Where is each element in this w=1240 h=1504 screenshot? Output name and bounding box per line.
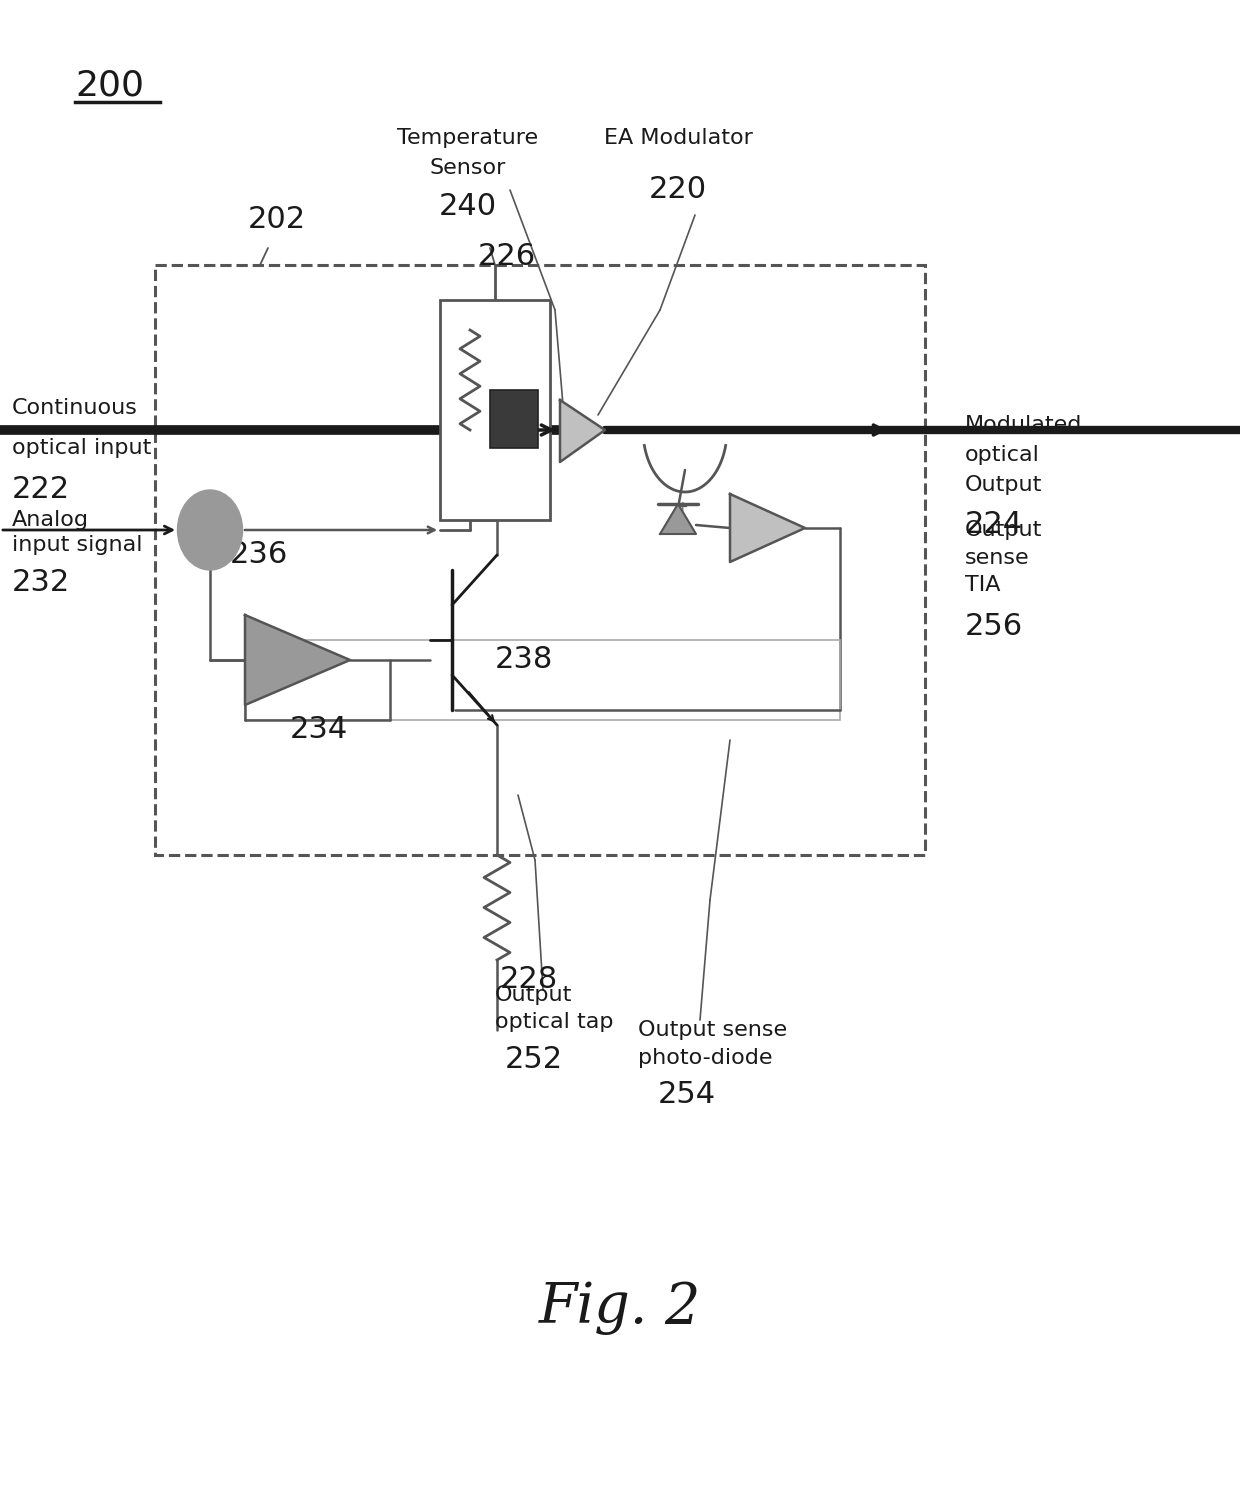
Text: Sensor: Sensor (430, 158, 506, 177)
Text: sense: sense (965, 547, 1029, 569)
Text: TIA: TIA (965, 575, 1001, 596)
Text: EA Modulator: EA Modulator (604, 128, 753, 147)
Text: Output: Output (965, 475, 1043, 495)
Text: 226: 226 (477, 242, 536, 271)
Text: Output sense: Output sense (639, 1020, 787, 1039)
Polygon shape (730, 493, 805, 562)
Text: Temperature: Temperature (398, 128, 538, 147)
Polygon shape (560, 400, 605, 462)
Bar (440, 299, 551, 520)
Text: 236: 236 (229, 540, 288, 569)
Bar (246, 641, 839, 720)
Polygon shape (246, 615, 350, 705)
Polygon shape (660, 504, 696, 534)
Text: 232: 232 (12, 569, 71, 597)
Text: +: + (676, 499, 688, 514)
Text: optical tap: optical tap (495, 1012, 614, 1032)
Text: photo-diode: photo-diode (639, 1048, 773, 1068)
Text: 234: 234 (290, 714, 348, 744)
Bar (490, 390, 538, 448)
Text: optical input: optical input (12, 438, 151, 459)
Text: 256: 256 (965, 612, 1023, 641)
Text: input signal: input signal (12, 535, 143, 555)
Text: 200: 200 (74, 68, 144, 102)
Text: Continuous: Continuous (12, 399, 138, 418)
Text: 202: 202 (248, 205, 306, 235)
Text: +: + (274, 648, 286, 662)
Text: 228: 228 (500, 966, 558, 994)
Text: Modulated: Modulated (965, 415, 1083, 435)
Text: 220: 220 (649, 174, 707, 205)
Text: 254: 254 (658, 1080, 717, 1108)
Text: 240: 240 (439, 193, 497, 221)
Text: Analog: Analog (12, 510, 89, 529)
Text: optical: optical (965, 445, 1040, 465)
Text: 238: 238 (495, 645, 553, 674)
Text: 224: 224 (965, 510, 1023, 538)
Text: 252: 252 (505, 1045, 563, 1074)
Text: Output: Output (495, 985, 573, 1005)
Ellipse shape (177, 490, 243, 570)
Text: +: + (200, 517, 221, 541)
Bar (155, 265, 925, 854)
Text: 222: 222 (12, 475, 71, 504)
Text: Output: Output (965, 520, 1043, 540)
Text: Fig. 2: Fig. 2 (539, 1280, 701, 1334)
